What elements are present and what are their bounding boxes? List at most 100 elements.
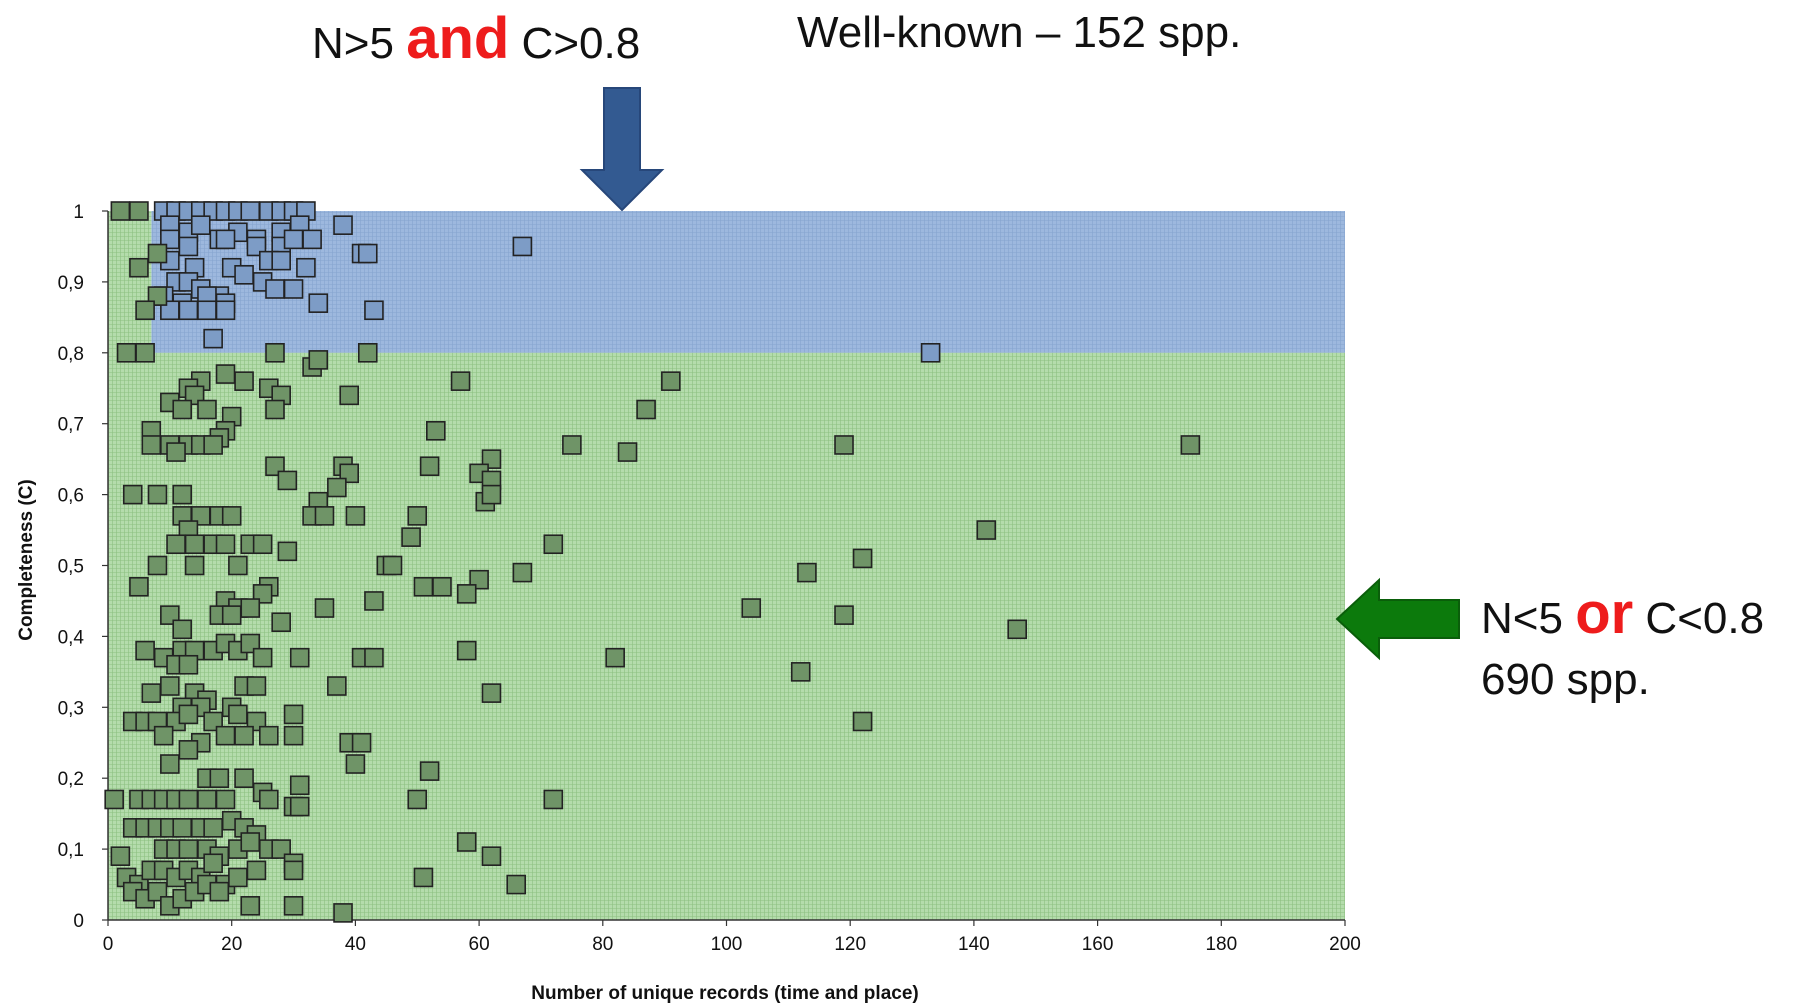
green-data-point (153, 725, 174, 746)
green-data-point (172, 818, 193, 838)
green-region-1 (108, 352, 1345, 920)
green-data-point (209, 768, 230, 789)
green-data-point (178, 789, 199, 810)
green-data-point (129, 257, 149, 278)
green-data-point (166, 442, 186, 462)
green-data-point (240, 598, 261, 618)
green-data-point (172, 619, 193, 640)
blue-data-point (283, 279, 304, 299)
green-data-point (283, 896, 304, 916)
green-data-point (265, 342, 285, 363)
axes: 0 20 40 60 80 100 120 140 160 180 200 0 0,1 0,2 0,3 0,4… (58, 202, 1361, 955)
green-data-point (834, 435, 854, 455)
green-data-point (834, 605, 854, 625)
green-data-point (407, 789, 428, 810)
green-data-point (122, 484, 143, 505)
y-tick-label: 0,8 (58, 344, 84, 365)
top-condition-emphasis: and (406, 6, 510, 71)
green-data-point (562, 435, 582, 455)
green-data-point (432, 576, 452, 597)
green-data-point (265, 399, 285, 420)
x-tick-label: 80 (592, 934, 613, 955)
green-data-point (364, 591, 384, 611)
green-data-point (147, 555, 168, 576)
green-data-point (741, 598, 762, 618)
green-data-point (543, 534, 564, 555)
green-data-point (184, 555, 205, 576)
green-data-point (221, 605, 242, 625)
blue-data-point (215, 229, 236, 250)
right-condition-count: 690 spp. (1481, 655, 1650, 705)
green-data-point (797, 562, 817, 583)
y-tick-label: 0,2 (58, 769, 84, 790)
y-tick-label: 0,9 (58, 273, 84, 294)
y-tick-label: 0,5 (58, 557, 84, 578)
x-tick-label: 140 (958, 934, 990, 955)
green-data-point (314, 598, 335, 618)
green-data-point (110, 201, 131, 221)
green-data-point (215, 725, 236, 746)
green-data-point (314, 506, 335, 526)
green-region-2 (108, 211, 152, 353)
green-data-point (339, 385, 360, 406)
green-data-point (277, 470, 298, 491)
green-data-point (327, 676, 347, 696)
well-known-label: Well-known – 152 spp. (797, 8, 1242, 57)
green-data-point (661, 371, 681, 391)
green-data-point (357, 342, 378, 363)
green-data-point (456, 584, 477, 604)
green-data-point (456, 640, 477, 661)
green-data-point (160, 754, 180, 774)
x-tick-label: 100 (711, 934, 743, 955)
green-data-point (215, 534, 236, 555)
right-condition-label: N<5 or C<0.8 690 spp. (1481, 576, 1764, 709)
green-data-point (221, 506, 242, 526)
right-condition-part2: C<0.8 (1645, 594, 1765, 643)
x-tick-label: 0 (103, 934, 114, 955)
green-data-point (456, 832, 477, 852)
green-data-point (141, 435, 162, 455)
green-data-point (259, 725, 279, 746)
blue-down-arrow (579, 87, 665, 212)
green-data-point (135, 640, 155, 661)
green-data-point (246, 676, 267, 696)
green-data-point (852, 711, 873, 732)
green-data-point (543, 789, 564, 810)
x-tick-label: 60 (469, 934, 490, 955)
green-data-point (289, 796, 310, 817)
green-data-point (790, 662, 811, 682)
green-data-point (481, 846, 502, 866)
green-data-point (289, 775, 310, 796)
blue-data-point (364, 300, 384, 321)
green-data-point (364, 647, 384, 668)
green-data-point (506, 874, 527, 895)
green-data-point (178, 839, 199, 859)
green-data-point (172, 399, 193, 420)
y-tick-label: 0,6 (58, 486, 84, 507)
y-tick-label: 0,3 (58, 698, 84, 719)
green-data-point (184, 534, 205, 555)
blue-data-point (271, 250, 291, 271)
green-data-point (240, 832, 261, 852)
green-data-point (234, 725, 254, 746)
blue-data-point (333, 215, 353, 235)
green-data-point (345, 506, 366, 526)
blue-data-point (178, 236, 199, 257)
blue-data-point (203, 328, 223, 349)
green-data-point (308, 350, 329, 370)
green-data-point (209, 881, 230, 902)
shaded-regions (108, 211, 1345, 920)
y-tick-label: 0,1 (58, 840, 84, 861)
green-data-point (277, 541, 298, 562)
green-data-point (228, 555, 248, 576)
top-condition-part2: C>0.8 (521, 19, 641, 68)
green-data-point (617, 442, 638, 462)
green-data-point (197, 789, 217, 810)
blue-data-point (178, 300, 199, 321)
blue-data-point (234, 265, 254, 285)
green-data-point (104, 789, 124, 810)
green-data-point (135, 300, 155, 321)
green-data-point (852, 548, 873, 569)
y-tick-label: 0,7 (58, 415, 84, 436)
